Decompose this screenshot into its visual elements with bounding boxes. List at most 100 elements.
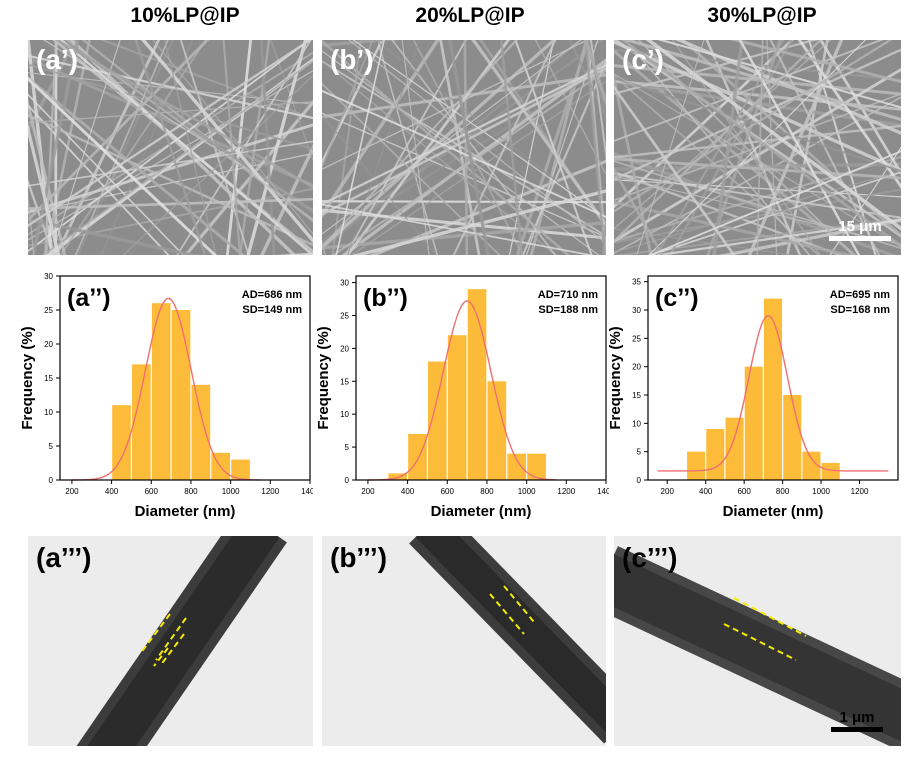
tem-scalebar: 1 μm	[831, 709, 883, 732]
y-tick-label: 5	[637, 448, 642, 457]
sem-fiber	[345, 40, 511, 255]
y-tick-label: 25	[340, 311, 349, 320]
sem-fiber	[374, 40, 606, 220]
x-tick-label: 600	[145, 487, 159, 496]
histogram-panel-label: (b’’)	[363, 284, 408, 312]
sem-fiber	[568, 40, 606, 120]
x-tick-label: 400	[401, 487, 415, 496]
x-tick-label: 1200	[261, 487, 279, 496]
sem-fiber	[797, 40, 901, 189]
sem-fiber	[614, 40, 884, 142]
sem-fiber	[322, 40, 582, 235]
sem-fiber	[28, 217, 201, 255]
tem-dash-a1	[153, 647, 169, 667]
y-tick-label: 30	[44, 272, 53, 281]
sem-fiber	[747, 40, 844, 255]
sem-fiber	[601, 217, 606, 255]
histogram-bar	[783, 395, 802, 480]
sem-fiber	[28, 152, 313, 214]
sem-fiber	[614, 40, 795, 209]
gaussian-fit-curve	[657, 315, 889, 472]
tem-fiber-a-core	[87, 536, 280, 746]
x-tick-label: 200	[661, 487, 675, 496]
sem-fiber	[448, 40, 490, 255]
column-title-30: 30%LP@IP	[707, 4, 817, 27]
sem-image-a: (a’)	[28, 40, 313, 255]
sem-fiber	[614, 71, 653, 255]
sem-fiber	[525, 40, 599, 255]
y-tick-label: 25	[632, 334, 641, 343]
histogram-bar	[687, 451, 706, 480]
sem-fiber	[352, 40, 606, 219]
tem-image-b: (b’’’)	[322, 536, 606, 746]
x-tick-label: 1000	[222, 487, 240, 496]
histogram-bar	[763, 298, 783, 480]
sem-fiber	[583, 40, 606, 108]
sem-fiber	[614, 40, 822, 243]
sem-fiber	[584, 40, 606, 255]
sem-fiber	[655, 40, 785, 255]
gaussian-fit-curve	[71, 297, 261, 481]
x-tick-label: 1200	[851, 487, 869, 496]
sem-fiber	[614, 124, 901, 159]
sem-fiber	[322, 40, 571, 255]
sem-fiber	[28, 40, 313, 227]
sem-fiber	[648, 150, 901, 255]
y-tick-label: 0	[637, 476, 642, 485]
sem-fiber	[756, 40, 764, 255]
sem-fiber	[28, 56, 313, 188]
sem-label-c: (c’)	[622, 44, 664, 75]
tem-image-a: (a’’’)	[28, 536, 313, 746]
tem-label-b: (b’’’)	[330, 542, 388, 573]
y-tick-label: 35	[632, 278, 641, 287]
sem-fiber	[614, 179, 901, 198]
sem-image-b: (b’)	[322, 40, 606, 255]
sem-image-c: (c’) 15 μm	[614, 40, 901, 255]
sem-fiber	[347, 40, 420, 255]
sem-fiber	[28, 76, 218, 255]
sem-fibers-a	[28, 40, 313, 255]
sem-fiber	[322, 82, 501, 255]
x-axis-label: Diameter (nm)	[135, 503, 236, 520]
sem-fiber	[819, 40, 901, 176]
sem-fiber	[648, 40, 867, 255]
sem-scalebar-label: 15 μm	[838, 218, 882, 235]
sem-fiber	[620, 40, 901, 248]
histogram-bar	[171, 310, 191, 480]
y-tick-label: 15	[632, 391, 641, 400]
sem-fiber	[514, 40, 593, 255]
sem-fiber	[60, 40, 313, 214]
column-title-20: 20%LP@IP	[415, 4, 525, 27]
histogram-bar	[802, 451, 821, 480]
sem-fiber	[452, 40, 557, 255]
sem-fiber	[534, 40, 606, 176]
tem-fiber-b	[409, 536, 606, 744]
x-tick-label: 600	[737, 487, 751, 496]
sem-fiber	[729, 40, 901, 84]
x-tick-label: 200	[65, 487, 79, 496]
y-tick-label: 15	[340, 377, 349, 386]
tem-scalebar-line	[831, 727, 883, 732]
sem-fiber	[322, 40, 557, 250]
x-tick-label: 800	[184, 487, 198, 496]
sem-fiber	[614, 157, 901, 180]
tem-dash-b1	[489, 593, 525, 635]
histogram-bar	[132, 364, 151, 480]
sem-fiber	[322, 112, 606, 238]
sem-fiber	[322, 113, 437, 255]
tem-dash-c2	[723, 623, 797, 661]
sem-fiber	[657, 40, 901, 109]
sem-fiber	[331, 69, 606, 255]
sem-fiber	[586, 40, 606, 255]
sem-fiber	[668, 40, 793, 255]
sem-label-b: (b’)	[330, 44, 374, 75]
tem-label-a: (a’’’)	[36, 542, 92, 573]
sem-fibers-b	[322, 40, 606, 255]
sem-fiber	[59, 40, 313, 255]
sem-fiber	[500, 40, 523, 255]
histogram-bar	[821, 463, 840, 480]
y-tick-label: 30	[632, 306, 641, 315]
sem-fiber	[636, 40, 705, 255]
y-tick-label: 0	[49, 476, 54, 485]
sem-fiber	[122, 74, 313, 255]
